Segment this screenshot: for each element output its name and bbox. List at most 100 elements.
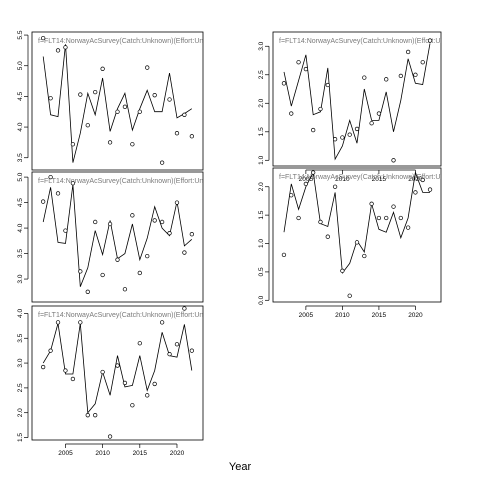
x-tick-label: 2020	[170, 450, 185, 457]
data-point	[362, 253, 367, 259]
x-axis-label: Year	[229, 461, 252, 473]
data-point	[41, 199, 46, 204]
x-tick-label: 2005	[58, 450, 73, 457]
y-tick-label: 1.5	[17, 433, 24, 442]
data-point	[167, 231, 172, 236]
data-point	[325, 234, 330, 239]
data-point	[145, 393, 150, 398]
panel-frame	[272, 167, 442, 303]
data-point	[332, 137, 338, 142]
data-point	[413, 190, 418, 195]
data-point	[289, 193, 294, 198]
data-point	[100, 66, 105, 71]
data-point	[55, 191, 61, 196]
data-point	[48, 96, 53, 101]
data-point	[93, 89, 98, 95]
panel-title: f=FLT14:NorwayAcSurvey(Catch:Unknown)(Ef…	[38, 312, 207, 319]
x-tick-label: 2020	[408, 312, 423, 319]
data-point	[85, 289, 90, 294]
data-point	[182, 112, 187, 117]
series-line	[283, 170, 430, 275]
data-point	[354, 126, 360, 132]
data-point	[189, 134, 194, 139]
y-tick-label: 1.5	[258, 210, 265, 219]
panel-1: f=FLT14:NorwayAcSurvey(Catch:Unknown)(Ef…	[17, 30, 204, 171]
series-line	[42, 44, 193, 163]
data-point	[41, 364, 46, 370]
data-point	[369, 121, 374, 126]
data-point	[174, 200, 180, 205]
data-point	[107, 434, 113, 439]
data-point	[122, 380, 128, 386]
y-tick-label: 3.0	[17, 358, 24, 367]
data-point	[303, 181, 309, 187]
data-point	[159, 320, 165, 325]
y-tick-label: 5.0	[17, 172, 24, 181]
data-point	[100, 369, 105, 375]
data-point	[391, 158, 396, 163]
data-point	[70, 181, 76, 186]
x-tick-label: 2015	[372, 312, 387, 319]
data-point	[384, 215, 389, 221]
data-point	[398, 73, 403, 79]
data-point	[78, 92, 83, 97]
data-point	[347, 132, 352, 137]
data-point	[78, 320, 83, 325]
data-point	[167, 97, 172, 102]
data-point	[55, 48, 61, 53]
y-tick-label: 2.0	[258, 98, 265, 107]
data-point	[182, 250, 187, 255]
data-point	[115, 363, 120, 368]
data-point	[318, 219, 323, 225]
panel-frame	[31, 171, 204, 303]
panel-frame	[31, 305, 204, 441]
data-point	[115, 109, 120, 114]
series-line	[283, 43, 431, 161]
data-point	[405, 49, 411, 55]
data-point	[100, 272, 105, 278]
data-point	[145, 253, 150, 259]
data-point	[296, 215, 301, 221]
data-point	[289, 111, 294, 116]
data-point	[93, 413, 98, 418]
data-point	[182, 306, 187, 311]
y-tick-label: 4.0	[17, 122, 24, 131]
data-point	[398, 215, 403, 221]
data-point	[63, 45, 68, 50]
data-point	[376, 215, 382, 221]
data-point	[174, 131, 180, 136]
data-point	[420, 177, 425, 183]
y-tick-label: 2.5	[17, 383, 24, 392]
panel-2: f=FLT14:NorwayAcSurvey(Catch:Unknown)(Ef…	[258, 31, 442, 183]
x-tick-label: 2010	[335, 312, 350, 319]
y-tick-label: 2.0	[17, 408, 24, 417]
data-point	[78, 269, 83, 274]
data-point	[115, 257, 120, 262]
data-point	[296, 60, 301, 65]
data-point	[174, 342, 180, 347]
data-point	[70, 142, 76, 147]
data-point	[122, 104, 128, 109]
data-point	[340, 268, 345, 273]
data-point	[420, 60, 425, 65]
data-point	[340, 135, 345, 140]
data-point	[152, 381, 157, 387]
y-tick-label: 3.5	[17, 333, 24, 342]
panel-title: f=FLT14:NorwayAcSurvey(Catch:Unknown)(Ef…	[38, 178, 207, 185]
data-point	[48, 348, 53, 353]
data-point	[167, 351, 172, 357]
data-point	[281, 81, 287, 86]
data-point	[107, 140, 113, 145]
data-point	[159, 160, 165, 165]
y-tick-label: 1.5	[258, 127, 265, 136]
data-point	[376, 111, 382, 116]
data-point	[152, 93, 157, 98]
x-tick-label: 2010	[95, 450, 110, 457]
data-point	[145, 65, 150, 70]
data-point	[189, 348, 194, 353]
y-tick-label: 3.0	[258, 41, 265, 50]
y-tick-label: 2.0	[258, 182, 265, 191]
x-tick-label: 2010	[335, 176, 350, 183]
data-point	[384, 77, 389, 82]
